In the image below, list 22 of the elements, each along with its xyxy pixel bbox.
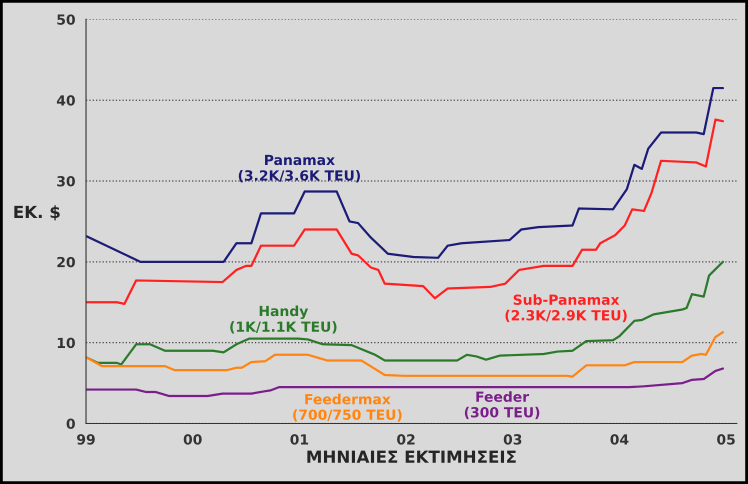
x-tick-label: 05 — [717, 434, 735, 445]
x-axis-title: ΜΗΝΙΑΙΕΣ ΕΚΤΙΜΗΣΕΙΣ — [307, 450, 516, 463]
x-tick-label: 03 — [504, 434, 522, 445]
line-series — [86, 118, 724, 305]
series-label: Feeder (300 TEU) — [464, 391, 540, 420]
x-tick-label: 02 — [397, 434, 415, 445]
series-label: Handy (1K/1.1K TEU) — [230, 305, 337, 334]
y-tick-label: 50 — [57, 14, 75, 25]
y-axis-title: ΕΚ. $ — [14, 205, 60, 220]
y-tick-label: 0 — [66, 418, 75, 429]
series-label: Feedermax (700/750 TEU) — [293, 394, 402, 422]
x-tick-label: 99 — [77, 434, 95, 445]
x-tick-label: 04 — [610, 434, 628, 445]
y-tick-label: 20 — [57, 256, 75, 268]
line-series — [86, 86, 724, 263]
y-tick-label: 30 — [57, 176, 75, 186]
x-tick-label: 01 — [290, 434, 308, 445]
x-tick-label: 00 — [184, 434, 202, 445]
series-label: Sub-Panamax (2.3K/2.9K TEU) — [505, 294, 627, 322]
series-label: Panamax (3.2K/3.6K TEU) — [238, 154, 360, 182]
y-tick-label: 10 — [58, 338, 75, 348]
y-tick-label: 40 — [56, 95, 75, 106]
